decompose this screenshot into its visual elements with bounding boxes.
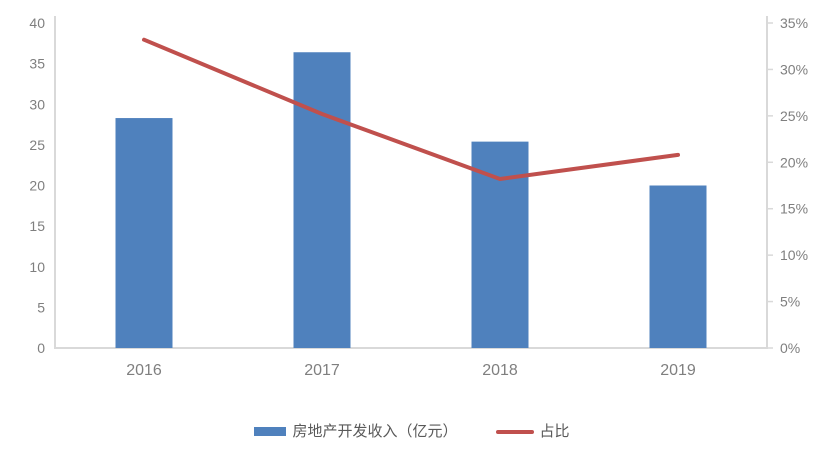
right-axis-tick-label: 0% [780,340,800,356]
chart-svg: 0 5 10 15 20 25 30 35 40 0% 5% 10% 15% 20% 25% 30% 35% 20… [29,15,808,379]
left-axis-tick-label: 40 [29,15,45,31]
left-axis-tick-label: 25 [29,137,45,153]
right-axis-tick-label: 5% [780,294,800,310]
legend-line-label: 占比 [539,423,570,440]
legend-bar-label: 房地产开发收入（亿元） [292,423,458,440]
right-axis-tick-label: 10% [780,247,808,263]
right-axis-tick-label: 35% [780,15,808,31]
left-axis-tick-label: 35 [29,56,45,72]
x-axis-label-2017: 2017 [304,362,340,379]
x-axis-label-2018: 2018 [482,362,518,379]
legend-line-swatch-icon [495,429,534,434]
left-axis-tick-label: 20 [29,178,45,194]
left-axis-tick-label: 0 [37,340,45,356]
bar-2019 [649,185,707,348]
legend-item-ratio: 占比 [495,423,570,440]
x-axis-label-2019: 2019 [660,362,696,379]
x-axis-label-2016: 2016 [126,362,162,379]
ratio-line [142,37,680,181]
left-axis-tick-label: 5 [37,299,45,315]
left-axis-tick-label: 10 [29,259,45,275]
legend-bar-swatch-icon [254,427,287,436]
left-axis-tick-label: 15 [29,218,45,234]
chart-legend: 房地产开发收入（亿元） 占比 [0,424,824,439]
left-axis-tick-label: 30 [29,96,45,112]
right-axis-tick-label: 25% [780,108,808,124]
bar-2016 [115,118,173,348]
chart-plot-area: 0 5 10 15 20 25 30 35 40 0% 5% 10% 15% 20% 25% 30% 35% 20… [29,15,808,379]
legend-item-revenue: 房地产开发收入（亿元） [254,423,458,440]
right-axis-tick-label: 20% [780,154,808,170]
right-axis-tick-label: 15% [780,201,808,217]
bar-2017 [293,52,351,348]
right-axis-tick-label: 30% [780,61,808,77]
